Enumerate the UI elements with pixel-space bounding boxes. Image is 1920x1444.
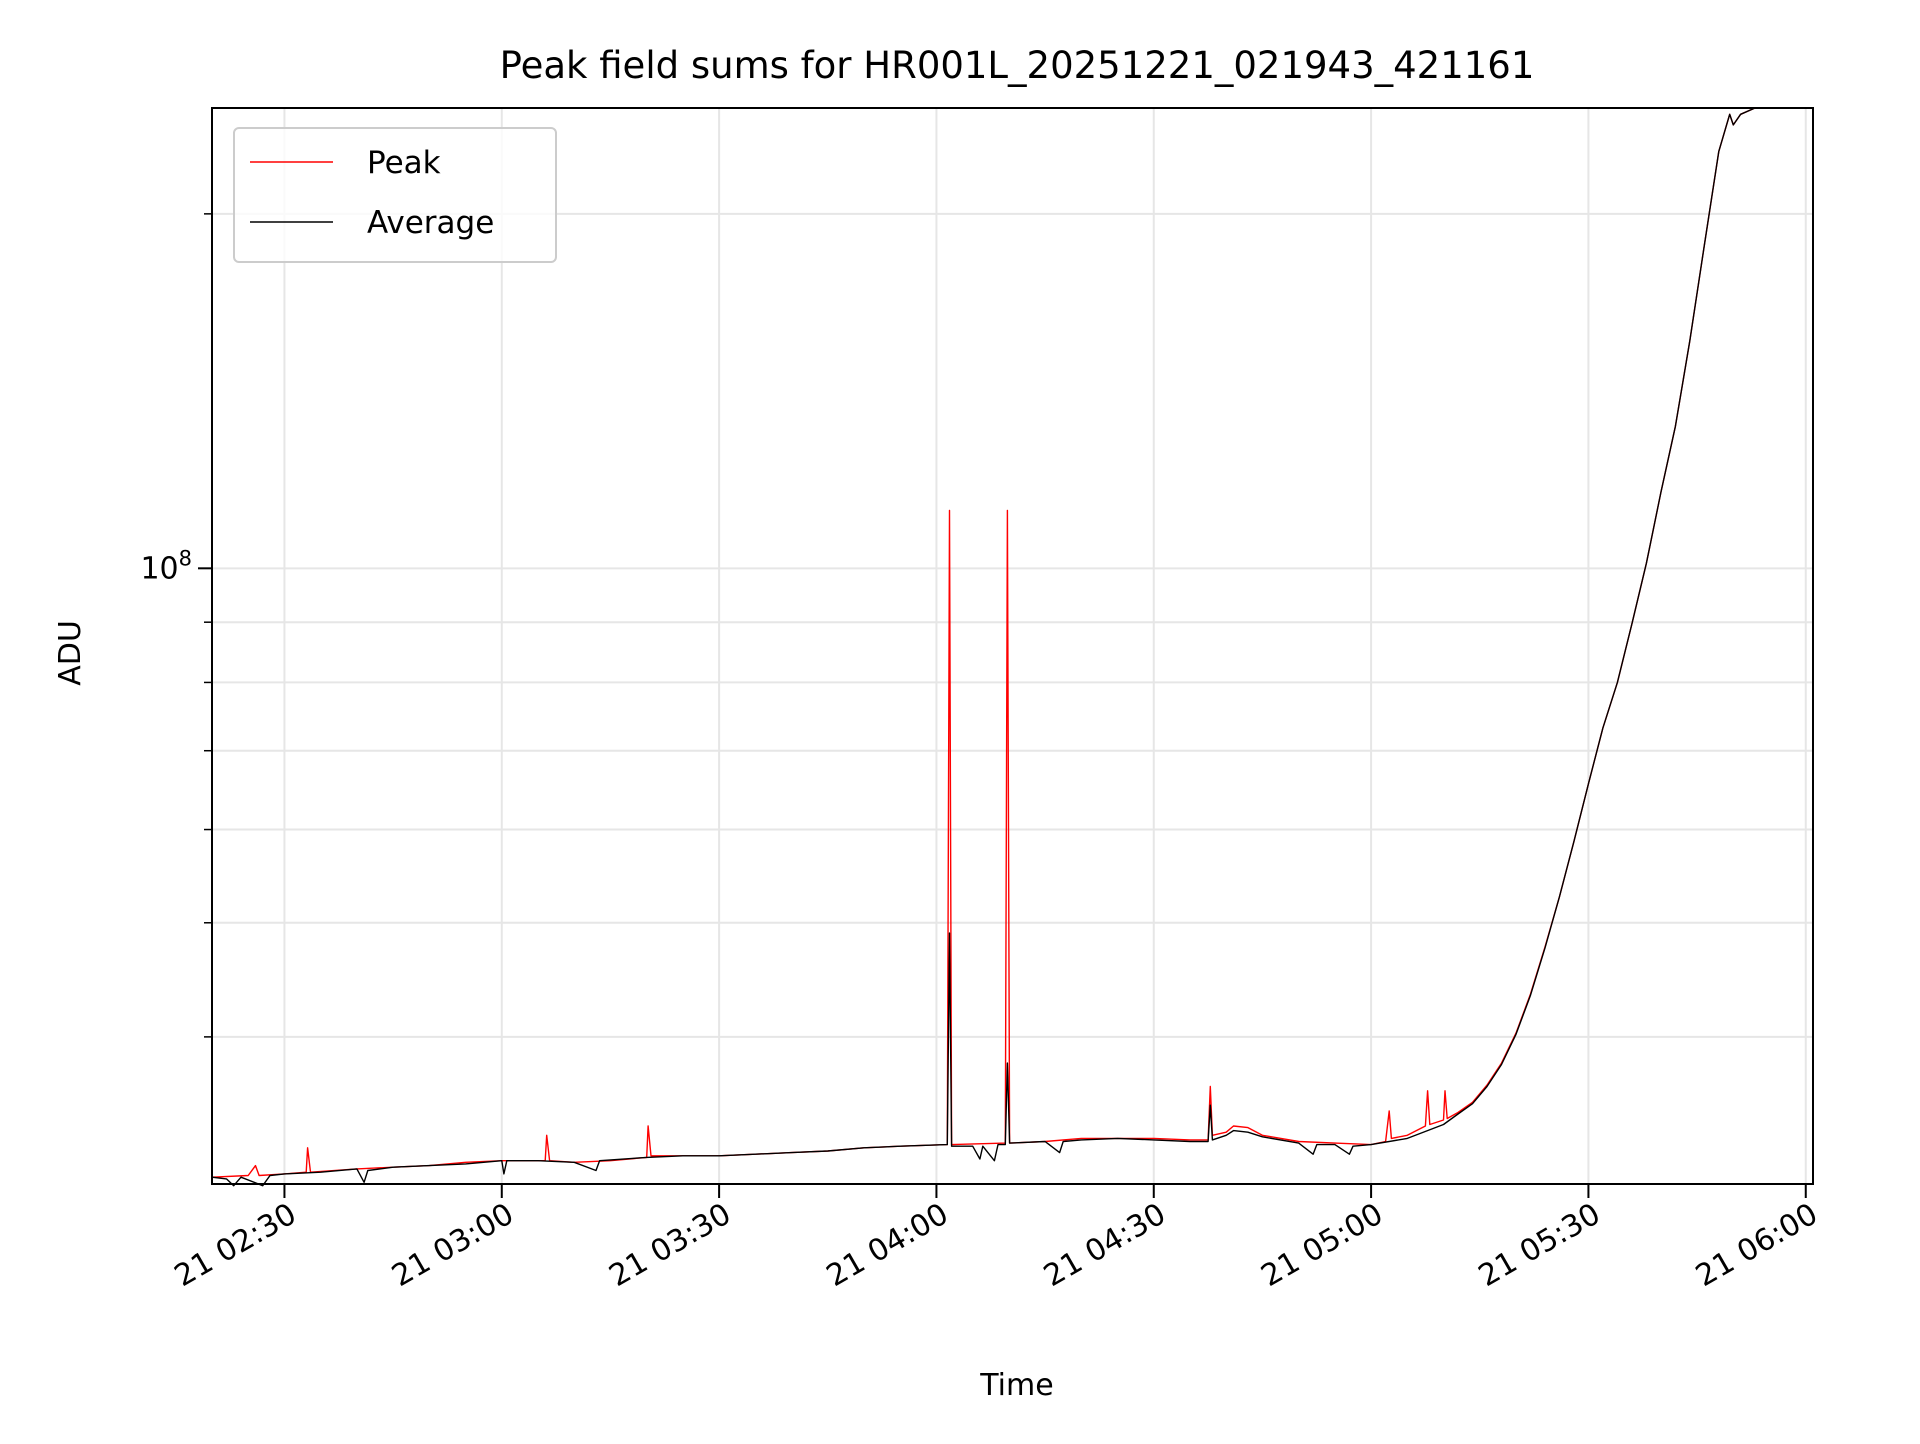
- grid-layer: [212, 108, 1813, 1184]
- plot-frame: [211, 107, 1814, 1185]
- legend: Peak Average: [233, 127, 557, 263]
- series-line-average: [211, 107, 1777, 1187]
- legend-label-average: Average: [367, 205, 494, 241]
- x-axis-label: Time: [979, 1368, 1053, 1403]
- chart-title: Peak field sums for HR001L_20251221_0219…: [500, 44, 1535, 87]
- series-layer: [211, 107, 1777, 1187]
- y-tick-label: 108: [140, 546, 192, 586]
- legend-label-peak: Peak: [367, 145, 441, 181]
- y-axis-label: ADU: [53, 620, 88, 686]
